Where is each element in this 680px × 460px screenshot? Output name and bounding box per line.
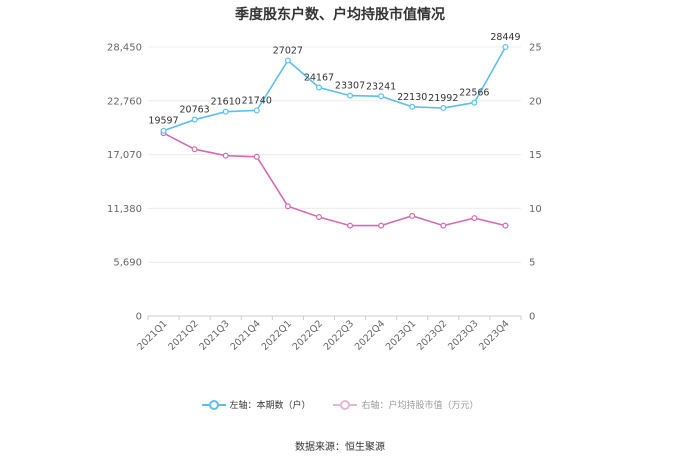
- data-label: 21992: [428, 93, 458, 104]
- data-point: [409, 103, 416, 110]
- x-axis-tick-label: 2022Q4: [353, 318, 387, 352]
- data-point: [222, 108, 229, 115]
- x-axis-tick-label: 2023Q2: [415, 318, 449, 352]
- data-source: 数据来源：恒生聚源: [295, 442, 385, 453]
- data-point: [284, 203, 291, 210]
- data-point: [502, 222, 509, 229]
- data-point: [502, 44, 509, 51]
- left-axis-tick-label: 28,450: [107, 43, 142, 54]
- data-label: 19597: [148, 116, 178, 127]
- right-axis-tick-label: 20: [529, 96, 542, 107]
- legend-label-right: 右轴：户均持股市值（万元）: [361, 401, 479, 411]
- left-axis-tick-label: 17,070: [107, 150, 142, 161]
- legend-item-left[interactable]: 左轴：本期数（户）: [201, 398, 311, 411]
- data-point: [440, 105, 447, 112]
- legend-marker-right-icon: [333, 399, 358, 410]
- right-axis-tick-label: 15: [529, 150, 542, 161]
- data-point: [471, 215, 478, 222]
- data-point: [191, 116, 198, 123]
- data-label: 22130: [397, 92, 427, 103]
- data-label: 20763: [180, 105, 210, 116]
- right-axis-tick-label: 5: [529, 258, 535, 269]
- data-point: [347, 222, 354, 229]
- left-axis-tick-label: 22,760: [107, 96, 142, 107]
- data-point: [440, 222, 447, 229]
- series-line-market-value: [163, 132, 506, 227]
- data-point: [315, 214, 322, 221]
- legend: 左轴：本期数（户） 右轴：户均持股市值（万元）: [0, 398, 680, 414]
- data-point: [347, 92, 354, 99]
- data-point: [378, 222, 385, 229]
- data-label: 23307: [335, 81, 365, 92]
- data-label: 22566: [459, 88, 489, 99]
- data-label: 27027: [273, 45, 303, 56]
- data-point: [253, 107, 260, 114]
- data-point: [253, 153, 260, 160]
- data-point: [284, 57, 291, 64]
- data-point: [315, 84, 322, 91]
- x-axis-tick-label: 2022Q1: [260, 318, 294, 352]
- left-axis-tick-label: 5,690: [113, 258, 142, 269]
- data-point: [378, 93, 385, 100]
- data-point: [160, 127, 167, 134]
- x-axis-tick-label: 2021Q2: [166, 318, 200, 352]
- data-point: [409, 212, 416, 219]
- x-axis-tick-label: 2023Q3: [446, 318, 480, 352]
- data-point: [471, 99, 478, 106]
- series-line-holders: [163, 46, 507, 132]
- data-label: 21610: [211, 97, 241, 108]
- right-axis-tick-label: 10: [529, 204, 542, 215]
- left-axis-tick-label: 0: [136, 312, 142, 323]
- x-axis-tick-label: 2022Q3: [322, 318, 356, 352]
- data-label: 28449: [490, 32, 520, 43]
- legend-item-right[interactable]: 右轴：户均持股市值（万元）: [333, 398, 478, 411]
- data-label: 24167: [304, 72, 334, 83]
- right-axis-tick-label: 0: [529, 312, 535, 323]
- x-axis-tick-label: 2021Q1: [135, 318, 169, 352]
- chart-title: 季度股东户数、户均持股市值情况: [235, 7, 445, 23]
- x-axis-tick-label: 2022Q2: [291, 318, 325, 352]
- x-axis-tick-label: 2023Q1: [384, 318, 418, 352]
- left-axis-tick-label: 11,380: [107, 204, 142, 215]
- x-axis-tick-label: 2021Q4: [228, 318, 262, 352]
- data-label: 23241: [366, 81, 396, 92]
- right-axis-tick-label: 25: [529, 43, 542, 54]
- x-axis-tick-label: 2023Q4: [477, 318, 511, 352]
- data-label: 21740: [242, 95, 272, 106]
- data-point: [222, 152, 229, 159]
- data-point: [191, 146, 198, 153]
- legend-label-left: 左轴：本期数（户）: [229, 401, 311, 411]
- legend-marker-left-icon: [201, 399, 226, 410]
- x-axis-tick-label: 2021Q3: [197, 318, 231, 352]
